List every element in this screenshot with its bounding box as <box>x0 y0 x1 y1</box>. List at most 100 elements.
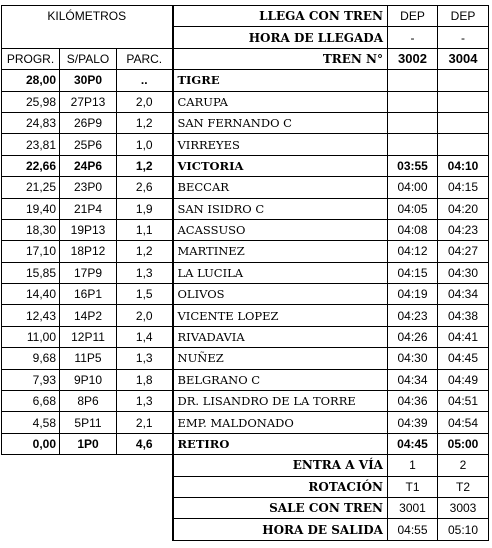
parc-cell: 1,9 <box>116 197 173 220</box>
time-train-2: 04:49 <box>437 368 489 392</box>
progr-cell: 7,93 <box>1 368 60 392</box>
station-name: DR. LISANDRO DE LA TORRE <box>171 390 388 413</box>
progr-cell: 21,25 <box>1 176 60 199</box>
spalo-cell: 27P13 <box>59 90 117 113</box>
spalo-cell: 17P9 <box>59 261 117 285</box>
progr-cell: 15,85 <box>1 261 60 285</box>
llega-value-1: DEP <box>387 4 438 28</box>
progr-cell: 23,81 <box>1 133 60 156</box>
time-train-1: 04:08 <box>387 218 438 242</box>
time-train-2: 04:38 <box>437 304 489 327</box>
time-train-2: 04:30 <box>437 261 489 285</box>
entra-value-2: 2 <box>437 454 489 477</box>
time-train-2: 04:15 <box>437 176 489 199</box>
table-row: 24,83 26P9 1,2 SAN FERNANDO C <box>1 111 489 135</box>
kilometros-header: KILÓMETROS <box>1 4 173 27</box>
hora-llegada-value-2: - <box>437 26 489 49</box>
time-train-1: 04:05 <box>387 197 438 220</box>
spalo-cell: 5P11 <box>59 411 117 434</box>
spalo-cell: 26P9 <box>59 111 117 135</box>
parc-cell: 2,0 <box>116 90 173 113</box>
parc-cell: 1,2 <box>116 154 173 178</box>
col-progr-header: PROGR. <box>1 47 60 71</box>
station-name: LA LUCILA <box>171 261 388 285</box>
time-train-1 <box>387 90 438 113</box>
spalo-cell: 14P2 <box>59 304 117 327</box>
table-row: 7,93 9P10 1,8 BELGRANO C 04:34 04:49 <box>1 368 489 392</box>
station-name: VICTORIA <box>171 154 388 178</box>
footer-row-salida: HORA DE SALIDA 04:55 05:10 <box>2 518 489 541</box>
sale-con-tren-label: SALE CON TREN <box>171 496 388 520</box>
salida-value-2: 05:10 <box>437 518 489 541</box>
time-train-2: 04:51 <box>437 390 489 413</box>
station-name: MARTINEZ <box>171 240 388 263</box>
spalo-cell: 21P4 <box>59 197 117 220</box>
parc-cell: 1,1 <box>116 218 173 242</box>
time-train-1: 04:23 <box>387 304 438 327</box>
station-name: RIVADAVIA <box>171 325 388 349</box>
parc-cell: 1,4 <box>116 325 173 349</box>
spalo-cell: 11P5 <box>59 347 117 370</box>
time-train-1: 04:00 <box>387 176 438 199</box>
time-train-2 <box>437 69 489 92</box>
llega-value-2: DEP <box>437 4 489 28</box>
table-row: 9,68 11P5 1,3 NUÑEZ 04:30 04:45 <box>1 347 489 370</box>
llega-con-tren-label: LLEGA CON TREN <box>171 4 388 28</box>
spalo-cell: 8P6 <box>59 390 117 413</box>
progr-cell: 4,58 <box>1 411 60 434</box>
time-train-1: 03:55 <box>387 154 438 178</box>
kilometros-header-spacer <box>1 26 173 49</box>
progr-cell: 17,10 <box>1 240 60 263</box>
progr-cell: 9,68 <box>1 347 60 370</box>
hora-llegada-value-1: - <box>387 26 438 49</box>
parc-cell: .. <box>116 69 173 92</box>
progr-cell: 6,68 <box>1 390 60 413</box>
station-rows: 28,00 30P0.. TIGRE 25,98 27P13 2,0 CARUPA 24,83… <box>1 69 489 456</box>
header-row-2: HORA DE LLEGADA - - <box>1 26 489 49</box>
progr-cell: 0,00 <box>1 432 60 456</box>
table-row: 25,98 27P13 2,0 CARUPA <box>1 90 489 113</box>
spalo-cell: 12P11 <box>59 325 117 349</box>
parc-cell: 1,3 <box>116 347 173 370</box>
time-train-2: 04:23 <box>437 218 489 242</box>
parc-cell: 1,2 <box>116 240 173 263</box>
parc-cell: 1,2 <box>116 111 173 135</box>
table-row: 23,81 25P6 1,0 VIRREYES <box>1 133 489 156</box>
spalo-cell: 18P12 <box>59 240 117 263</box>
station-name: BECCAR <box>171 176 388 199</box>
header-row-3: PROGR. S/PALO PARC. TREN N° 3002 3004 <box>1 47 489 71</box>
tren-number-1: 3002 <box>387 47 438 71</box>
station-name: CARUPA <box>171 90 388 113</box>
table-row: 28,00 30P0.. TIGRE <box>1 69 489 92</box>
time-train-2: 05:00 <box>437 432 489 456</box>
table-row: 18,30 19P13 1,1 ACASSUSO 04:08 04:23 <box>1 218 489 242</box>
station-name: SAN ISIDRO C <box>171 197 388 220</box>
spalo-cell: 16P1 <box>59 283 117 306</box>
table-row: 15,85 17P9 1,3 LA LUCILA 04:15 04:30 <box>1 261 489 285</box>
station-name: SAN FERNANDO C <box>171 111 388 135</box>
time-train-1: 04:12 <box>387 240 438 263</box>
time-train-2: 04:10 <box>437 154 489 178</box>
table-row: 17,10 18P12 1,2 MARTINEZ 04:12 04:27 <box>1 240 489 263</box>
table-row: 21,25 23P0 2,6 BECCAR 04:00 04:15 <box>1 176 489 199</box>
rotacion-value-1: T1 <box>387 475 438 498</box>
time-train-1: 04:39 <box>387 411 438 434</box>
time-train-1 <box>387 111 438 135</box>
header-row-1: KILÓMETROS LLEGA CON TREN DEP DEP <box>1 4 489 28</box>
station-name: RETIRO <box>171 432 388 456</box>
progr-cell: 22,66 <box>1 154 60 178</box>
footer-row-entra: ENTRA A VÍA 1 2 <box>2 454 489 477</box>
salida-value-1: 04:55 <box>387 518 438 541</box>
spalo-cell: 23P0 <box>59 176 117 199</box>
hora-de-llegada-label: HORA DE LLEGADA <box>171 26 388 49</box>
time-train-2: 04:34 <box>437 283 489 306</box>
parc-cell: 2,1 <box>116 411 173 434</box>
time-train-2: 04:54 <box>437 411 489 434</box>
progr-cell: 14,40 <box>1 283 60 306</box>
footer-blank <box>2 476 173 497</box>
parc-cell: 1,8 <box>116 368 173 392</box>
footer-blank <box>2 497 173 518</box>
entra-a-via-label: ENTRA A VÍA <box>171 454 388 477</box>
sale-value-2: 3003 <box>437 496 489 520</box>
time-train-1: 04:19 <box>387 283 438 306</box>
